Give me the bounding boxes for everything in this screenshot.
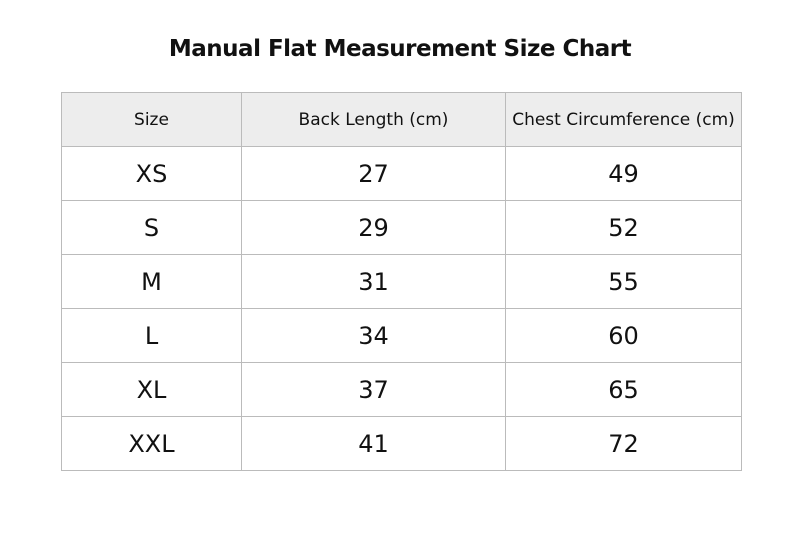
table-cell: L: [61, 308, 242, 363]
table-cell: 31: [241, 254, 506, 309]
table-row: S 29 52: [61, 200, 742, 255]
table-cell: 34: [241, 308, 506, 363]
table-cell: XXL: [61, 416, 242, 471]
table-cell: 60: [505, 308, 742, 363]
table-cell: 55: [505, 254, 742, 309]
header-cell: Back Length (cm): [241, 92, 506, 147]
header-row: Size Back Length (cm) Chest Circumference …: [61, 92, 742, 147]
header-cell: Size: [61, 92, 242, 147]
table-row: XL 37 65: [61, 362, 742, 417]
table-cell: 27: [241, 146, 506, 201]
table-cell: S: [61, 200, 242, 255]
table-cell: 49: [505, 146, 742, 201]
table-cell: XL: [61, 362, 242, 417]
table-cell: XS: [61, 146, 242, 201]
table-row: M 31 55: [61, 254, 742, 309]
size-table: Size Back Length (cm) Chest Circumference …: [61, 92, 742, 471]
table-cell: 52: [505, 200, 742, 255]
table-cell: 37: [241, 362, 506, 417]
title: Manual Flat Measurement Size Chart: [168, 36, 632, 62]
table-cell: 29: [241, 200, 506, 255]
table-row: L 34 60: [61, 308, 742, 363]
header-cell: Chest Circumference (cm): [505, 92, 742, 147]
table-row: XXL 41 72: [61, 416, 742, 471]
table-row: XS 27 49: [61, 146, 742, 201]
table-cell: 41: [241, 416, 506, 471]
table-cell: M: [61, 254, 242, 309]
table-cell: 65: [505, 362, 742, 417]
table-cell: 72: [505, 416, 742, 471]
